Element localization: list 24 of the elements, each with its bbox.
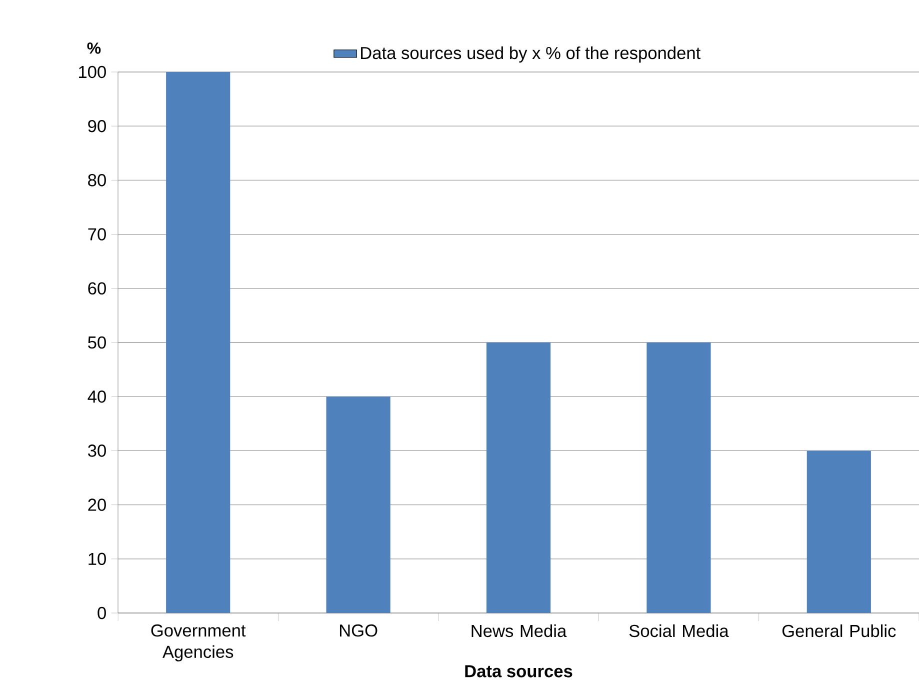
y-tick-label: 10 — [88, 552, 106, 566]
y-tick-label: 90 — [88, 120, 106, 132]
y-tick-label: 30 — [88, 444, 106, 457]
bar — [166, 72, 230, 613]
bar — [326, 396, 390, 613]
y-tick-label: 60 — [88, 282, 106, 295]
y-tick-label: 40 — [88, 390, 106, 403]
x-tick-label: Social Media — [629, 624, 729, 638]
y-tick-label: 70 — [88, 228, 106, 240]
y-tick-label: 0 — [98, 606, 106, 620]
x-axis-title: Data sources — [465, 665, 572, 678]
x-tick-label: News Media — [472, 624, 567, 638]
x-tick-label: NGO — [340, 624, 378, 637]
bar — [646, 342, 711, 613]
x-tick-label: Government Agencies — [151, 624, 246, 662]
bar — [486, 342, 551, 613]
x-tick-label: General Public — [782, 624, 896, 638]
y-tick-label: 20 — [88, 498, 106, 511]
y-tick-label: 100 — [79, 66, 106, 78]
y-axis-title: % — [87, 42, 101, 54]
legend-label: Data sources used by x % of the respondent — [361, 46, 701, 63]
y-tick-label: 80 — [88, 174, 106, 186]
bar — [806, 450, 871, 613]
y-tick-label: 50 — [88, 336, 106, 349]
